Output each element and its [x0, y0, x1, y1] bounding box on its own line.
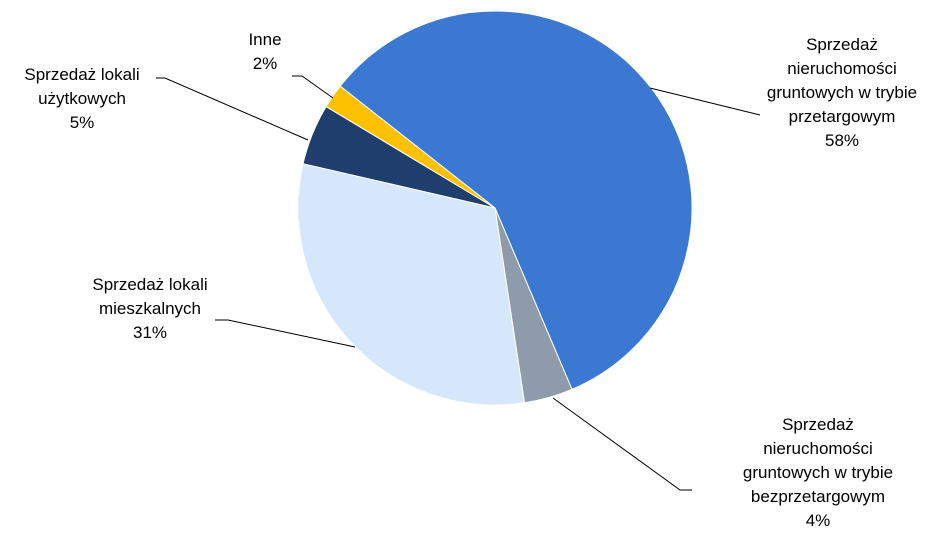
pie-slice — [325, 85, 496, 209]
category-label: Sprzedaż lokali mieszkalnych — [92, 275, 208, 318]
pie-slice — [297, 163, 526, 406]
leader-line — [215, 319, 356, 348]
leader-line — [649, 87, 761, 116]
leader-line — [292, 75, 334, 99]
leader-line — [552, 397, 692, 491]
slice-label: Sprzedaż lokali mieszkalnych 31% — [75, 273, 225, 345]
category-label: Sprzedaż nieruchomości gruntowych w tryb… — [742, 415, 894, 506]
value-label: 5% — [69, 113, 95, 132]
value-label: 58% — [824, 131, 860, 150]
value-label: 2% — [252, 54, 278, 73]
value-label: 31% — [132, 323, 168, 342]
value-label: 4% — [805, 511, 831, 530]
slice-label: Sprzedaż lokali użytkowych 5% — [7, 63, 157, 135]
category-label: Sprzedaż lokali użytkowych — [24, 65, 140, 108]
category-label: Sprzedaż nieruchomości gruntowych w tryb… — [766, 35, 918, 126]
slice-label: Sprzedaż nieruchomości gruntowych w tryb… — [752, 33, 932, 153]
leader-line — [156, 77, 309, 141]
slice-label: Sprzedaż nieruchomości gruntowych w tryb… — [728, 413, 908, 533]
category-label: Inne — [248, 30, 282, 49]
slice-label: Inne 2% — [235, 28, 295, 76]
